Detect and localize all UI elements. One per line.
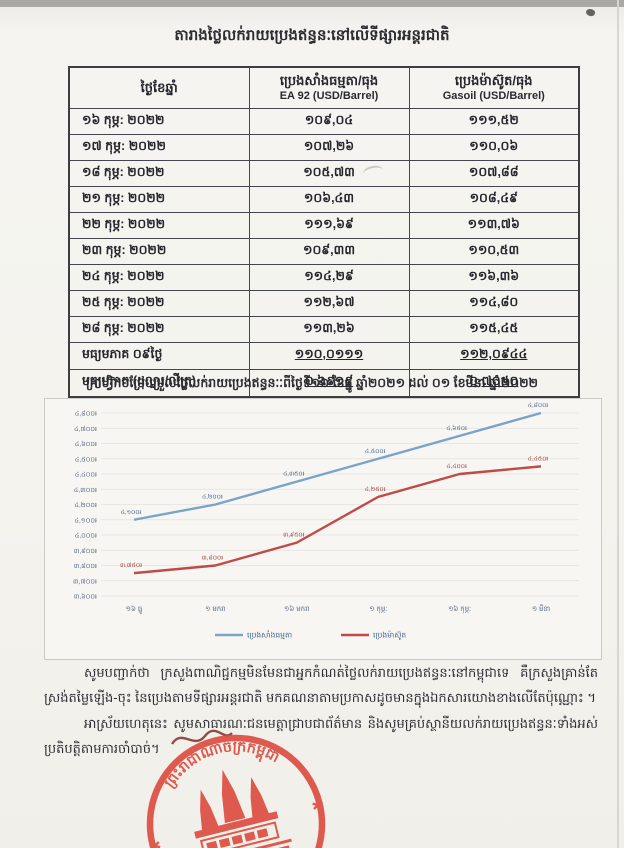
date-cell: មធ្យមភាគ ០៩ថ្ងៃ (69, 343, 249, 370)
chart-title: ក្រាហ្វិកបម្រែបម្រួលថ្លៃលក់រាយប្រេងឥន្ធន… (0, 376, 624, 394)
gasoil-value-cell: ១១៤,៨០ (409, 291, 579, 317)
stamp-star-right: ✱ (310, 796, 326, 816)
header-gasoil: ប្រេងម៉ាស៊ូត/ធុង Gasoil (USD/Barrel) (409, 67, 579, 109)
y-axis-tick-label: ៤,៨០០៛ (75, 410, 97, 418)
note-paragraph: សូមបញ្ជាក់ថា ក្រសួងពាណិជ្ជកម្មមិនមែនជាអ្… (44, 660, 598, 711)
data-point-label: ៤,៨០០៛ (528, 402, 549, 409)
data-point-label: ៤,១០០៛ (121, 509, 142, 516)
date-cell: ២៨ កុម្ភ: ២០២២ (69, 317, 249, 343)
gasoil-value-cell: ១១៥,៤៥ (409, 317, 579, 343)
table-row: ២២ កុម្ភ: ២០២២១១១,៦៩១១៣,៧៦ (69, 213, 579, 239)
ink-smudge (585, 7, 596, 17)
series-line-gasoline (134, 413, 541, 520)
header-ea92: ប្រេងសាំងធម្មតា/ធុង EA 92 (USD/Barrel) (249, 67, 409, 109)
price-table-body: ១៦ កុម្ភ: ២០២២១០៩,០៤១១១,៥២១៧ កុម្ភ: ២០២២… (69, 109, 579, 398)
x-axis-tick-label: ១ មករា (205, 606, 226, 613)
y-axis-tick-label: ៣,៩០០៛ (74, 547, 97, 555)
ea92-value-cell: ១០៥,៧៣ (249, 161, 409, 187)
x-axis-tick-label: ១៦ មករា (284, 605, 310, 613)
y-axis-tick-label: ៣,៦០០៛ (74, 593, 97, 601)
gasoil-value-cell: ១១៣,៧៦ (409, 213, 579, 239)
gasoil-value-cell: ១១៦,៣៦ (409, 265, 579, 291)
data-point-label: ៤,៥០០៛ (365, 448, 386, 455)
ea92-value-cell: ១១២,៦៧ (249, 291, 409, 317)
summary-row: មធ្យមភាគ ០៩ថ្ងៃ១១០,០១១១១១២,០៩៤៤ (69, 343, 579, 370)
x-axis-tick-label: ១ កុម្ភ: (369, 606, 387, 614)
data-point-label: ៣,៩៥០៛ (283, 532, 305, 539)
y-axis-tick-label: ៤,៣០០៛ (74, 487, 97, 494)
data-point-label: ៤,៦៥០៛ (446, 425, 467, 432)
stamp-star-left: ✱ (147, 837, 163, 848)
data-point-label: ៤,៣៥០៛ (283, 471, 305, 478)
stamp-svg: ព្រះរាជាណាចក្រកម្ពុជា ក្រសួងពាណិជ្ជកម្ម … (126, 724, 346, 848)
date-cell: ២២ កុម្ភ: ២០២២ (69, 213, 249, 239)
fuel-price-table: ថ្ងៃខែឆ្នាំ ប្រេងសាំងធម្មតា/ធុង EA 92 (U… (68, 66, 580, 398)
data-point-label: ៤,៤០០៛ (446, 463, 467, 470)
y-axis-tick-label: ៣,៨០០៛ (74, 562, 97, 570)
header-date: ថ្ងៃខែឆ្នាំ (69, 67, 249, 109)
y-axis-tick-label: ៤,៤០០៛ (75, 472, 97, 479)
ea92-value-cell: ១១០,០១១១ (249, 343, 409, 370)
table-row: ១៦ កុម្ភ: ២០២២១០៩,០៤១១១,៥២ (69, 109, 579, 135)
ministry-stamp: ព្រះរាជាណាចក្រកម្ពុជា ក្រសួងពាណិជ្ជកម្ម … (126, 724, 346, 848)
table-row: ២៥ កុម្ភ: ២០២២១១២,៦៧១១៤,៨០ (69, 291, 579, 317)
data-point-label: ៤,២០០៛ (202, 494, 223, 501)
table-row: ១៧ កុម្ភ: ២០២២១០៧,២៦១១០,០៦ (69, 135, 579, 161)
ea92-value-cell: ១០៩,០៤ (249, 109, 409, 135)
date-cell: ២១ កុម្ភ: ២០២២ (69, 187, 249, 213)
y-axis-tick-label: ៣,៧០០៛ (73, 578, 97, 585)
y-axis-tick-label: ៤,២០០៛ (74, 502, 97, 509)
y-axis-tick-label: ៤,៥០០៛ (75, 456, 97, 463)
table-row: ២៨ កុម្ភ: ២០២២១១៣,២៦១១៥,៤៥ (69, 317, 579, 343)
gasoil-value-cell: ១១២,០៩៤៤ (409, 343, 579, 370)
y-axis-tick-label: ៤,១០០៛ (74, 517, 97, 524)
gasoil-value-cell: ១១០,០៦ (409, 135, 579, 161)
table-row: ២៣ កុម្ភ: ២០២២១០៩,៣៣១១០,៥៣ (69, 239, 579, 265)
legend-label: ប្រេងសាំងធម្មតា (247, 630, 292, 640)
ea92-value-cell: ១១៣,២៦ (249, 317, 409, 343)
gasoil-value-cell: ១១០,៥៣ (409, 239, 579, 265)
ea92-value-cell: ១១១,៦៩ (249, 213, 409, 239)
date-cell: ១៦ កុម្ភ: ២០២២ (69, 109, 249, 135)
data-point-label: ៣,៨០០៛ (202, 555, 224, 562)
data-point-label: ៤,២៥០៛ (365, 486, 386, 493)
data-point-label: ៣,៧៥០៛ (120, 562, 142, 569)
scanned-document-page: តារាងថ្លៃលក់រាយប្រេងឥន្ធនៈនៅលើទីផ្សារអន្… (0, 0, 624, 848)
data-point-label: ៤,៤៥០៛ (528, 455, 549, 462)
chart-container: ៤,៨០០៛៤,៧០០៛៤,៦០០៛៤,៥០០៛៤,៤០០៛៤,៣០០៛៤,២០… (44, 398, 602, 660)
scan-edge-strip (0, 0, 624, 7)
angkor-wat-icon (174, 760, 293, 848)
date-cell: ១៧ កុម្ភ: ២០២២ (69, 135, 249, 161)
table-row: ២៤ កុម្ភ: ២០២២១១៤,២៩១១៦,៣៦ (69, 265, 579, 291)
table-header-row: ថ្ងៃខែឆ្នាំ ប្រេងសាំងធម្មតា/ធុង EA 92 (U… (69, 67, 579, 109)
ea92-value-cell: ១០៩,៣៣ (249, 239, 409, 265)
legend-label: ប្រេងម៉ាស៊ូត (373, 631, 406, 641)
price-chart: ៤,៨០០៛៤,៧០០៛៤,៦០០៛៤,៥០០៛៤,៤០០៛៤,៣០០៛៤,២០… (45, 399, 601, 657)
date-cell: ២៤ កុម្ភ: ២០២២ (69, 265, 249, 291)
x-axis-tick-label: ១៦ ធ្នូ (126, 605, 143, 615)
ea92-value-cell: ១០៧,២៦ (249, 135, 409, 161)
table-row: ២១ កុម្ភ: ២០២២១០៦,៤៣១០៨,៤៩ (69, 187, 579, 213)
document-title: តារាងថ្លៃលក់រាយប្រេងឥន្ធនៈនៅលើទីផ្សារអន្… (0, 26, 624, 48)
y-axis-tick-label: ៤,០០០៛ (75, 533, 97, 540)
scan-edge-shadow (617, 0, 619, 848)
table-row: ១៨ កុម្ភ: ២០២២១០៥,៧៣១០៧,៨៨ (69, 161, 579, 187)
y-axis-tick-label: ៤,៧០០៛ (74, 426, 97, 433)
y-axis-tick-label: ៤,៦០០៛ (75, 440, 97, 448)
ea92-value-cell: ១០៦,៤៣ (249, 187, 409, 213)
date-cell: ១៨ កុម្ភ: ២០២២ (69, 161, 249, 187)
date-cell: ២៥ កុម្ភ: ២០២២ (69, 291, 249, 317)
date-cell: ២៣ កុម្ភ: ២០២២ (69, 239, 249, 265)
ea92-value-cell: ១១៤,២៩ (249, 265, 409, 291)
x-axis-tick-label: ១៦ កុម្ភ: (448, 605, 471, 614)
x-axis-tick-label: ១ មីនា (532, 604, 550, 613)
gasoil-value-cell: ១១១,៥២ (409, 109, 579, 135)
gasoil-value-cell: ១០៧,៨៨ (409, 161, 579, 187)
gasoil-value-cell: ១០៨,៤៩ (409, 187, 579, 213)
